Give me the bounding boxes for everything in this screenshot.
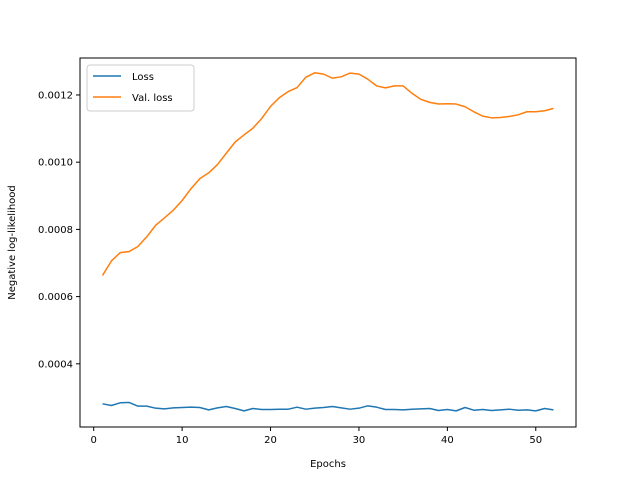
x-tick-label: 20 [264,435,277,446]
y-tick-label: 0.0012 [38,90,73,101]
y-tick-label: 0.0008 [38,225,73,236]
x-tick-label: 0 [91,435,97,446]
y-axis: 0.0004 0.0006 0.0008 0.0010 0.0012 [38,90,80,370]
x-tick-label: 10 [176,435,189,446]
legend-label-loss: Loss [132,72,154,83]
y-tick-label: 0.0006 [38,292,73,303]
x-axis-label: Epochs [310,459,346,470]
x-tick-label: 30 [353,435,366,446]
legend-label-val-loss: Val. loss [132,93,173,104]
series-layer [101,72,554,412]
y-axis-label: Negative log-likelihood [7,185,18,300]
x-tick-label: 40 [441,435,454,446]
axes-frame [79,57,577,428]
legend: Loss Val. loss [86,64,195,112]
series-line-loss [102,401,554,412]
x-tick-label: 50 [529,435,542,446]
y-tick-label: 0.0004 [38,359,73,370]
series-line-val-loss [101,72,554,276]
x-axis: 0 10 20 30 40 50 [91,427,542,446]
y-tick-label: 0.0010 [38,158,73,169]
